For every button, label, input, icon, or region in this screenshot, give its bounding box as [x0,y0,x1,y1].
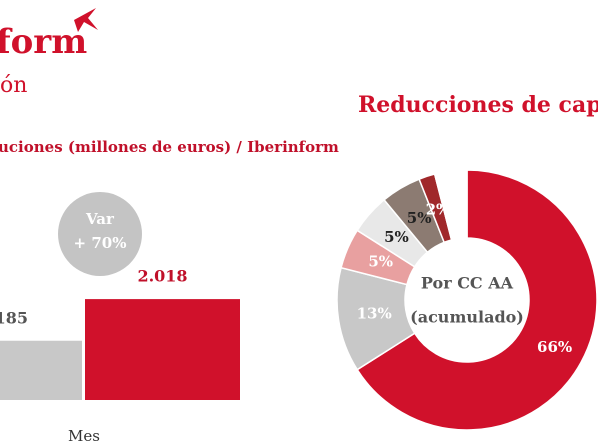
bar [0,340,82,400]
logo: form [0,22,87,62]
var-value: + 70% [74,234,127,252]
page-title: Reducciones de capi [358,92,598,118]
value-label: 66% [537,338,572,356]
value-label: 5% [407,209,432,227]
value-label: 5% [368,253,393,271]
x-label: Mes [68,427,100,445]
value-label: 2.018 [137,267,187,286]
logo-icon [74,8,98,32]
var-label: Var [85,210,115,228]
var-badge [58,192,142,276]
value-label: 5% [384,228,409,246]
logo-subtitle: ón [0,73,27,98]
value-label: 13% [357,305,392,323]
donut-slice [356,169,598,431]
chart-title: uciones (millones de euros) / Iberinform [0,138,339,156]
value-label: 1.185 [0,308,28,327]
center-label: Por CC AA [421,274,514,293]
bar [85,299,240,400]
center-label: (acumulado) [410,308,524,327]
donut-slice [433,169,468,241]
